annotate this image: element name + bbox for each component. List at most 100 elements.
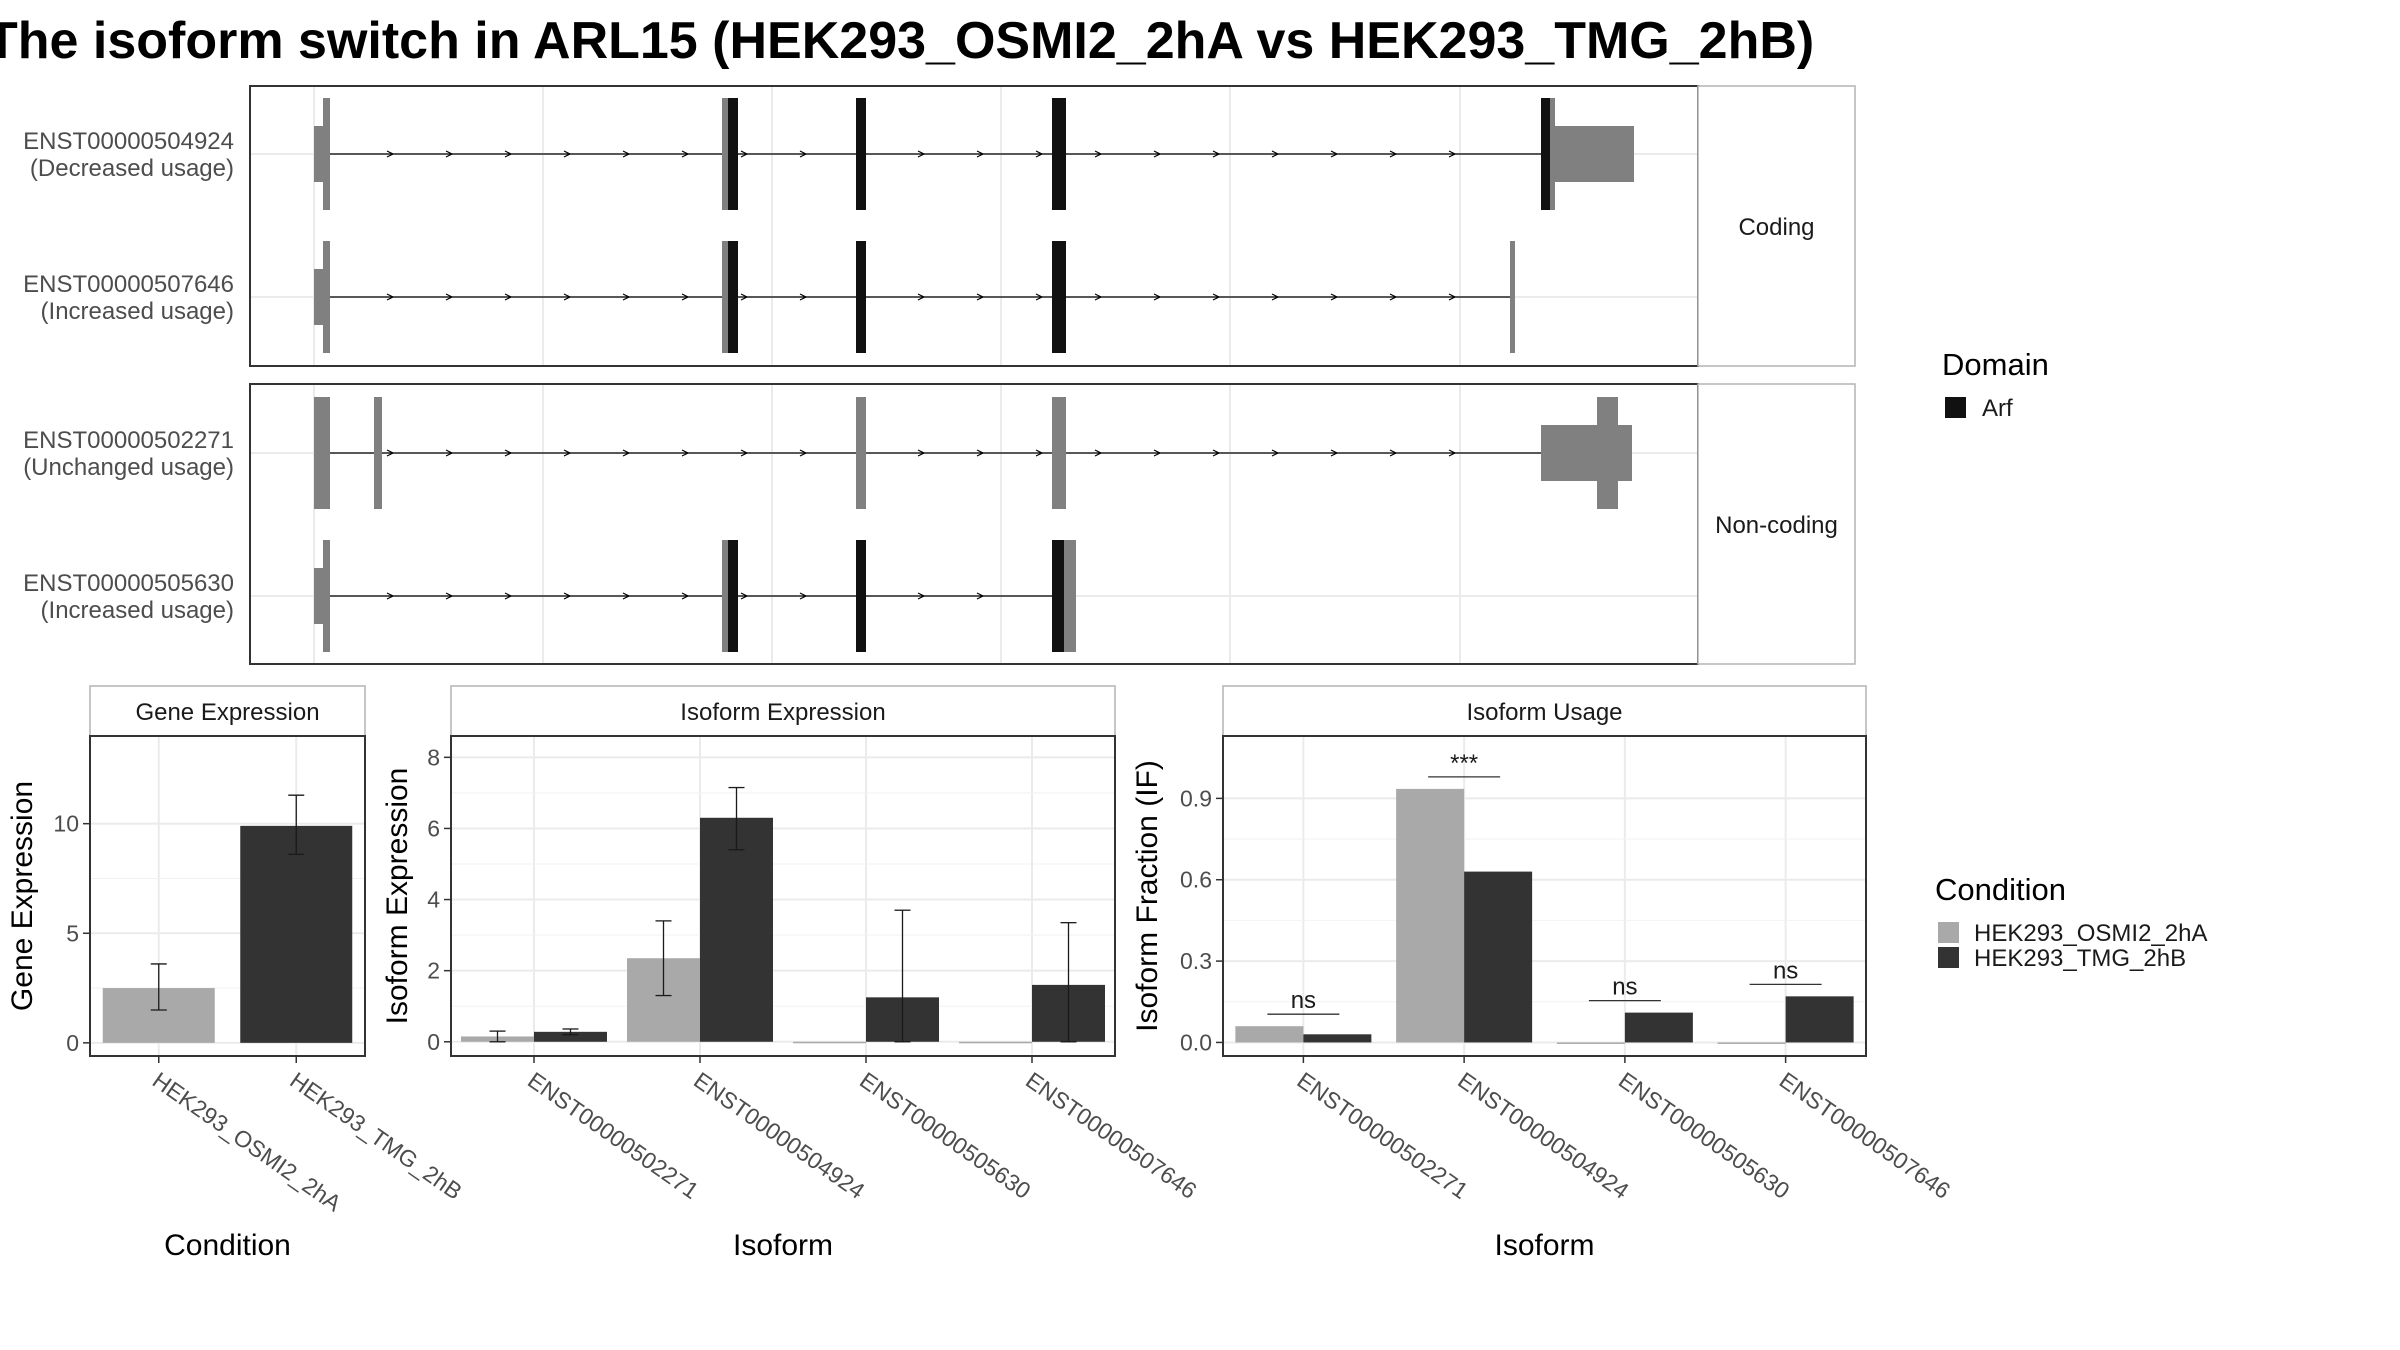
- exon-block: [722, 540, 731, 652]
- x-tick-label: ENST00000504924: [1453, 1067, 1634, 1204]
- domain-legend-label: Arf: [1982, 395, 2013, 422]
- intron-direction-arrow: [976, 592, 985, 600]
- facet-strip: [1697, 383, 1856, 665]
- intron-direction-arrow: [1271, 293, 1280, 301]
- intron-direction-arrow: [445, 150, 454, 158]
- intron-direction-arrow: [1330, 449, 1339, 457]
- domain-legend-title: Domain: [1942, 347, 2049, 382]
- intron-direction-arrow: [976, 449, 985, 457]
- intron-direction-arrow: [681, 449, 690, 457]
- panel-border: [89, 735, 366, 1057]
- intron-direction-arrow: [504, 449, 513, 457]
- exon-block: [722, 241, 731, 353]
- intron-direction-arrow: [622, 150, 631, 158]
- intron-direction-arrow: [1035, 150, 1044, 158]
- exon-block: [314, 397, 330, 509]
- facet-strip: [1697, 85, 1856, 367]
- figure-title: The isoform switch in ARL15 (HEK293_OSMI…: [0, 12, 1814, 70]
- intron-direction-arrow: [1094, 293, 1103, 301]
- condition-legend-label: HEK293_TMG_2hB: [1974, 945, 2186, 972]
- y-tick-label: 4: [427, 887, 440, 913]
- arf-domain-exon: [856, 241, 866, 353]
- domain-legend-swatch: [1945, 397, 1966, 418]
- y-tick-label: 2: [427, 958, 440, 984]
- x-axis-title: Isoform: [1494, 1229, 1594, 1262]
- intron-direction-arrow: [504, 293, 513, 301]
- intron-direction-arrow: [1389, 150, 1398, 158]
- x-tick-label: ENST00000504924: [689, 1067, 870, 1204]
- transcript-usage-label: (Unchanged usage): [23, 454, 234, 481]
- exon-block: [856, 397, 866, 509]
- exon-block: [323, 241, 330, 353]
- intron-direction-arrow: [1035, 449, 1044, 457]
- x-tick-label: ENST00000507646: [1775, 1067, 1955, 1204]
- exon-block: [1510, 241, 1515, 353]
- panel-strip: [89, 685, 366, 737]
- intron-direction-arrow: [1448, 449, 1457, 457]
- exon-block: [1550, 98, 1555, 210]
- intron-direction-arrow: [1271, 449, 1280, 457]
- intron-direction-arrow: [1389, 293, 1398, 301]
- transcript-id-label: ENST00000505630: [23, 570, 234, 597]
- arf-domain-exon: [728, 540, 738, 652]
- intron-direction-arrow: [622, 449, 631, 457]
- bar: [1717, 1042, 1786, 1044]
- bar: [959, 1041, 1032, 1044]
- intron-direction-arrow: [1153, 293, 1162, 301]
- x-tick-label: ENST00000502271: [523, 1067, 703, 1204]
- intron-direction-arrow: [917, 293, 926, 301]
- transcript-id-label: ENST00000504924: [23, 128, 234, 155]
- y-axis-title: Gene Expression: [6, 781, 39, 1011]
- condition-legend-swatch: [1938, 947, 1959, 968]
- arf-domain-exon: [1052, 540, 1066, 652]
- intron-direction-arrow: [1448, 293, 1457, 301]
- y-tick-label: 0.3: [1180, 948, 1212, 974]
- y-axis-title: Isoform Expression: [381, 768, 414, 1025]
- panel-border: [450, 735, 1116, 1057]
- x-tick-label: ENST00000502271: [1293, 1067, 1473, 1204]
- intron-direction-arrow: [1153, 449, 1162, 457]
- bar: [1556, 1042, 1625, 1044]
- panel-title: Gene Expression: [135, 699, 319, 726]
- facet-background: [250, 384, 1698, 664]
- arf-domain-exon: [728, 98, 738, 210]
- intron-direction-arrow: [1212, 449, 1221, 457]
- y-tick-label: 0.0: [1180, 1029, 1212, 1055]
- intron-direction-arrow: [1094, 449, 1103, 457]
- intron-direction-arrow: [917, 449, 926, 457]
- transcript-id-label: ENST00000502271: [23, 427, 234, 454]
- panel-title: Isoform Usage: [1466, 699, 1622, 726]
- intron-direction-arrow: [1389, 449, 1398, 457]
- gene-structure-panel: ENST00000504924(Decreased usage) ENST0000…: [23, 85, 1856, 665]
- structure-facet: ENST00000504924(Decreased usage) ENST0000…: [23, 85, 1856, 367]
- significance-label: ns: [1291, 987, 1316, 1014]
- intron-direction-arrow: [504, 150, 513, 158]
- bar: [1624, 1012, 1693, 1043]
- intron-direction-arrow: [681, 592, 690, 600]
- significance-label: ns: [1773, 957, 1798, 984]
- bar: [700, 817, 773, 1042]
- x-axis-title: Condition: [164, 1229, 291, 1262]
- arf-domain-exon: [1052, 98, 1066, 210]
- x-axis-title: Isoform: [733, 1229, 833, 1262]
- intron-direction-arrow: [799, 449, 808, 457]
- transcript-usage-label: (Increased usage): [41, 298, 234, 325]
- x-tick-label: ENST00000505630: [855, 1067, 1035, 1204]
- intron-direction-arrow: [1153, 150, 1162, 158]
- intron-direction-arrow: [386, 150, 395, 158]
- y-tick-label: 0: [427, 1029, 440, 1055]
- bar: [1396, 788, 1465, 1043]
- intron-direction-arrow: [386, 592, 395, 600]
- intron-direction-arrow: [917, 150, 926, 158]
- arf-domain-exon: [856, 98, 866, 210]
- significance-label: ***: [1450, 750, 1478, 777]
- y-tick-label: 0: [66, 1030, 79, 1056]
- intron-direction-arrow: [563, 150, 572, 158]
- isoform-usage-panel: Isoform Usage 0.0 0.3 0.6 0.9 ns ENST000005022…: [1131, 685, 1955, 1262]
- intron-direction-arrow: [1212, 293, 1221, 301]
- intron-direction-arrow: [681, 150, 690, 158]
- y-tick-label: 5: [66, 920, 79, 946]
- arf-domain-exon: [1052, 241, 1066, 353]
- condition-legend-label: HEK293_OSMI2_2hA: [1974, 920, 2207, 947]
- arf-domain-exon: [856, 540, 866, 652]
